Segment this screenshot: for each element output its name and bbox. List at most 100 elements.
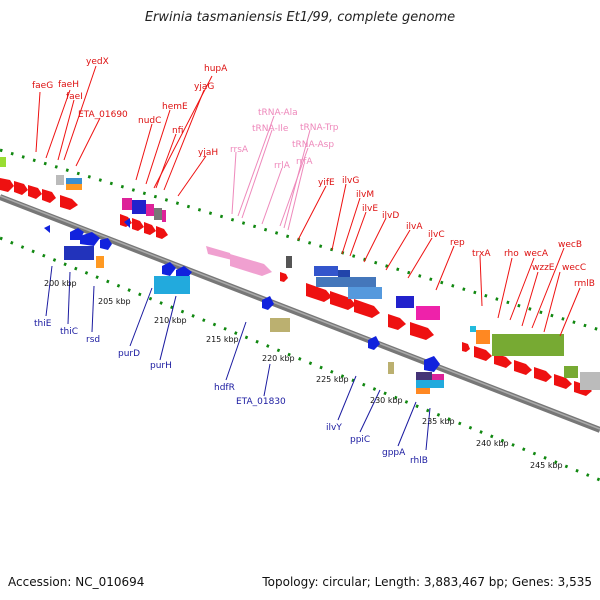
- gene-label-nfi: nfi: [172, 126, 183, 136]
- reverse-genes: [44, 218, 444, 394]
- gene-label-ilvY: ilvY: [326, 423, 342, 433]
- tick-label: 220 kbp: [262, 354, 295, 363]
- gene-label-yjaG: yjaG: [194, 82, 214, 92]
- tick-label: 215 kbp: [206, 335, 239, 344]
- gene-block: [492, 334, 564, 356]
- gene-label-hupA: hupA: [204, 64, 228, 74]
- gene-label-purD: purD: [118, 349, 140, 359]
- gene-block: [96, 256, 104, 268]
- gene-arrow: [554, 374, 572, 389]
- gene-block: [416, 380, 444, 388]
- trna-label-rrlA: rrlA: [274, 161, 291, 171]
- gene-label-ppiC: ppiC: [350, 435, 370, 445]
- gene-label-yifE: yifE: [318, 178, 335, 188]
- gene-block: [270, 318, 290, 332]
- gene-block: [432, 374, 444, 382]
- gene-arrow: [368, 336, 380, 350]
- gene-block: [122, 198, 132, 210]
- gene-label-thiE: thiE: [34, 319, 52, 329]
- topology-label: Topology: circular; Length: 3,883,467 bp…: [262, 575, 592, 589]
- gene-label-rsd: rsd: [86, 335, 100, 345]
- gene-arrow: [262, 296, 274, 310]
- tick-label: 230 kbp: [370, 396, 403, 405]
- gene-arrow: [494, 353, 512, 368]
- kbp-tick-labels: 200 kbp 205 kbp 210 kbp 215 kbp 220 kbp …: [44, 279, 563, 470]
- gene-arrow: [514, 360, 532, 375]
- gene-label-faeH: faeH: [58, 80, 79, 90]
- gene-block: [56, 175, 64, 185]
- gene-arrow: [306, 283, 332, 302]
- trna-gene: [206, 246, 232, 260]
- trna-label-tRNA-Ile: tRNA-Ile: [252, 124, 289, 134]
- gene-arrow: [156, 226, 168, 239]
- backbone-highlight: [0, 195, 600, 430]
- tick-label: 210 kbp: [154, 316, 187, 325]
- trna-label-tRNA-Trp: tRNA-Trp: [300, 123, 339, 133]
- gene-arrow: [28, 185, 42, 199]
- gene-block: [314, 266, 338, 276]
- gene-block: [580, 372, 600, 390]
- gene-arrow: [144, 222, 156, 235]
- tick-label: 200 kbp: [44, 279, 77, 288]
- gene-label-ilvE: ilvE: [362, 204, 378, 214]
- gene-label-ilvD: ilvD: [382, 211, 399, 221]
- trna-leader-lines: [231, 115, 311, 231]
- trna-label-tRNA-Asp: tRNA-Asp: [292, 140, 334, 150]
- gene-arrow: [280, 272, 288, 282]
- gene-label-nudC: nudC: [138, 116, 161, 126]
- gene-label-hdfR: hdfR: [214, 383, 235, 393]
- reverse-leader-lines: [45, 265, 431, 451]
- trna-gene: [230, 254, 272, 276]
- gene-arrow: [132, 218, 144, 231]
- trna-label-rrfA: rrfA: [296, 157, 313, 167]
- trna-label-rrsA: rrsA: [230, 145, 249, 155]
- gene-block: [64, 246, 94, 260]
- gene-label-ETA_01830: ETA_01830: [236, 397, 286, 407]
- gene-label-ilvG: ilvG: [342, 176, 359, 186]
- gene-label-hemE: hemE: [162, 102, 188, 112]
- accession-label: Accession: NC_010694: [8, 575, 145, 589]
- gene-block: [146, 204, 154, 216]
- gene-label-purH: purH: [150, 361, 172, 371]
- map-title: Erwinia tasmaniensis Et1/99, complete ge…: [144, 10, 456, 25]
- gene-block: [162, 210, 166, 222]
- colored-gene-blocks: [0, 157, 600, 390]
- tick-label: 240 kbp: [476, 439, 509, 448]
- gene-label-trxA: trxA: [472, 249, 491, 259]
- gene-block: [66, 178, 82, 184]
- gene-label-yedX: yedX: [86, 57, 109, 67]
- gene-block: [348, 287, 382, 299]
- tick-label: 235 kbp: [422, 417, 455, 426]
- gene-label-wzzE: wzzE: [532, 263, 555, 273]
- gene-arrow: [60, 195, 78, 210]
- gene-arrow: [330, 291, 356, 310]
- gene-block: [388, 362, 394, 374]
- gene-arrow: [388, 314, 406, 330]
- tick-label: 225 kbp: [316, 375, 349, 384]
- gene-block: [396, 296, 414, 308]
- gene-block: [338, 270, 350, 280]
- gene-block: [286, 256, 292, 268]
- forward-genes: [0, 178, 592, 396]
- reverse-label-group: thiE thiC rsd purD purH hdfR ETA_01830 i…: [34, 319, 428, 466]
- gene-label-rmlB: rmlB: [574, 279, 595, 289]
- gene-block: [154, 208, 162, 220]
- gene-arrow: [124, 218, 130, 228]
- tick-label: 205 kbp: [98, 297, 131, 306]
- gene-arrow: [354, 299, 380, 318]
- gene-block: [416, 372, 432, 380]
- gene-block: [66, 184, 82, 190]
- gene-block: [470, 326, 476, 332]
- genome-backbone: [0, 194, 600, 433]
- gene-arrow: [410, 322, 434, 340]
- gene-block: [316, 277, 376, 287]
- trna-label-group: tRNA-Ala tRNA-Ile tRNA-Trp tRNA-Asp rrsA…: [230, 108, 339, 171]
- gene-block: [416, 388, 430, 394]
- reverse-dotted-track: [0, 236, 600, 482]
- gene-block: [476, 330, 490, 344]
- gene-block: [416, 306, 440, 320]
- gene-arrow: [42, 189, 56, 203]
- gene-label-ilvC: ilvC: [428, 230, 445, 240]
- gene-arrow: [462, 342, 470, 352]
